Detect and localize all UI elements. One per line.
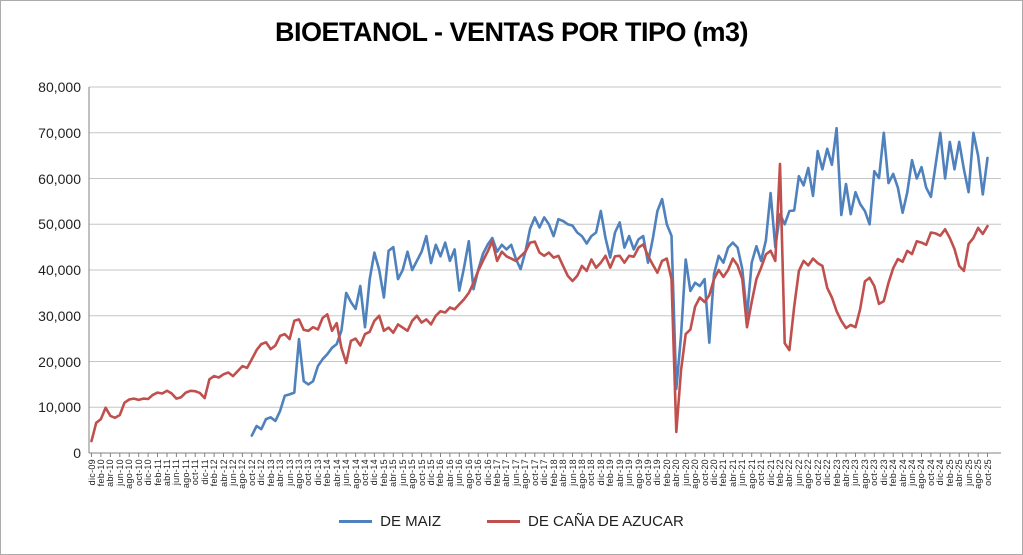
y-tick-label: 50,000 (38, 216, 81, 233)
x-tick-label: abr-10 (105, 459, 116, 487)
x-tick-label: feb-12 (209, 459, 220, 487)
y-tick-label: 0 (73, 445, 81, 461)
y-tick-label: 30,000 (38, 307, 81, 324)
y-tick-label: 80,000 (38, 79, 81, 95)
x-tick-label: oct-18 (586, 459, 597, 486)
legend-item-maiz: DE MAIZ (339, 513, 441, 530)
x-tick-label: ago-15 (407, 459, 418, 489)
x-tick-label: ago-17 (520, 459, 531, 489)
x-tick-label: oct-13 (303, 459, 314, 486)
x-tick-label: feb-16 (435, 459, 446, 487)
x-tick-label: jun-21 (737, 459, 748, 486)
x-tick-label: abr-18 (558, 459, 569, 487)
maiz-series-line (250, 126, 989, 437)
x-tick-label: abr-13 (275, 459, 286, 487)
legend-item-cana: DE CAÑA DE AZUCAR (486, 513, 684, 530)
x-tick-label: oct-16 (473, 459, 484, 486)
chart-title: BIOETANOL - VENTAS POR TIPO (m3) (274, 17, 749, 47)
y-tick-label: 10,000 (38, 399, 81, 416)
x-tick-label: dic-14 (369, 459, 380, 486)
y-tick-label: 20,000 (38, 353, 81, 370)
x-tick-label: oct-23 (869, 459, 880, 486)
cana-legend-label: DE CAÑA DE AZUCAR (527, 513, 684, 530)
x-tick-label: ago-22 (803, 459, 814, 489)
legend: DE MAIZ DE CAÑA DE AZUCAR (1, 513, 1022, 530)
x-tick-label: dic-09 (86, 459, 97, 486)
x-tick-label: jun-16 (454, 459, 465, 486)
x-tick-label: feb-19 (605, 459, 616, 487)
x-tick-label: dic-19 (652, 459, 663, 486)
x-tick-label: ago-24 (916, 459, 927, 489)
cana-legend-line-sample (486, 520, 520, 523)
x-tick-label: ago-10 (124, 459, 135, 489)
x-tick-label: oct-25 (982, 459, 993, 486)
x-tick-label: abr-15 (388, 459, 399, 487)
x-tick-label: dic-24 (935, 459, 946, 486)
y-tick-label: 70,000 (38, 124, 81, 141)
x-tick-label: jun-11 (171, 459, 182, 486)
x-tick-label: feb-21 (718, 459, 729, 487)
x-tick-label: jun-18 (567, 459, 578, 486)
x-tick-label: ago-25 (973, 459, 984, 489)
y-tick-label: 60,000 (38, 170, 81, 187)
y-tick-label: 40,000 (38, 262, 81, 278)
x-tick-label: dic-10 (143, 459, 154, 486)
x-tick-label: oct-11 (190, 459, 201, 486)
maiz-legend-label: DE MAIZ (380, 513, 441, 530)
x-tick-label: abr-17 (501, 459, 512, 487)
x-tick-label: oct-21 (756, 459, 767, 486)
x-tick-label: ago-12 (237, 459, 248, 489)
x-tick-label: jun-23 (850, 459, 861, 486)
x-tick-label: feb-14 (322, 459, 333, 487)
x-tick-label: dic-12 (256, 459, 267, 486)
x-tick-label: abr-22 (784, 459, 795, 487)
x-tick-label: dic-17 (539, 459, 550, 486)
x-tick-label: abr-25 (954, 459, 965, 487)
cana-series-line (90, 162, 989, 443)
x-tick-label: ago-20 (690, 459, 701, 489)
x-tick-label: feb-24 (888, 459, 899, 487)
x-tick-label: jun-19 (624, 459, 635, 486)
x-tick-label: jun-14 (341, 459, 352, 486)
x-tick-label: abr-20 (671, 459, 682, 487)
x-tick-label: dic-22 (822, 459, 833, 486)
maiz-legend-line-sample (339, 520, 373, 523)
